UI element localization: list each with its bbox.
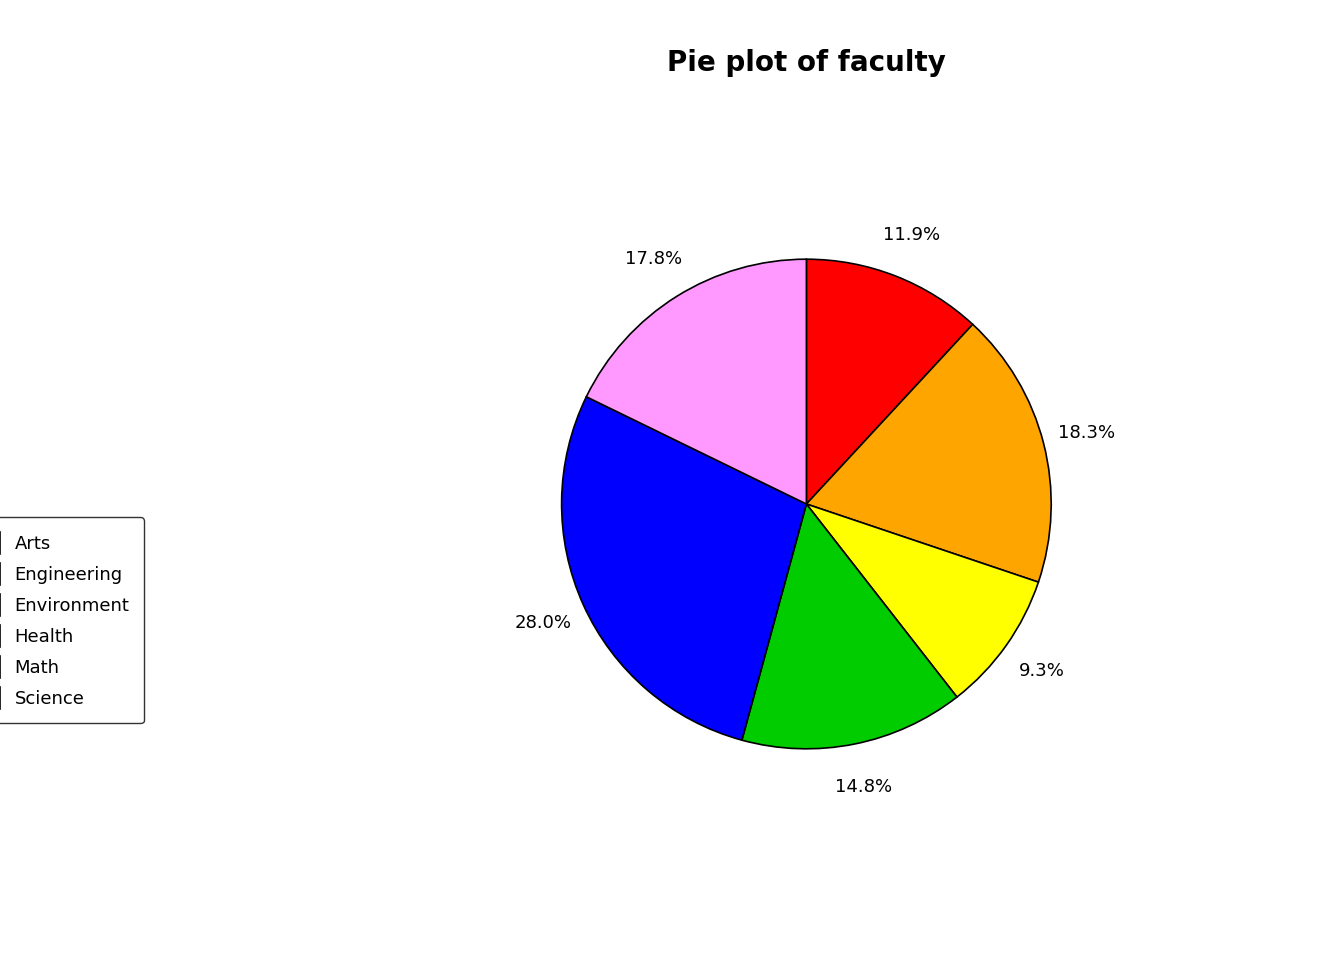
Wedge shape: [806, 259, 973, 504]
Wedge shape: [586, 259, 806, 504]
Wedge shape: [806, 504, 1039, 697]
Text: 18.3%: 18.3%: [1058, 423, 1116, 442]
Title: Pie plot of faculty: Pie plot of faculty: [667, 49, 946, 78]
Text: 28.0%: 28.0%: [515, 614, 571, 633]
Text: 14.8%: 14.8%: [835, 779, 891, 796]
Wedge shape: [806, 324, 1051, 582]
Wedge shape: [562, 396, 806, 740]
Legend: Arts, Engineering, Environment, Health, Math, Science: Arts, Engineering, Environment, Health, …: [0, 517, 144, 724]
Wedge shape: [742, 504, 957, 749]
Text: 17.8%: 17.8%: [625, 250, 681, 268]
Text: 9.3%: 9.3%: [1019, 662, 1064, 680]
Text: 11.9%: 11.9%: [883, 226, 941, 244]
